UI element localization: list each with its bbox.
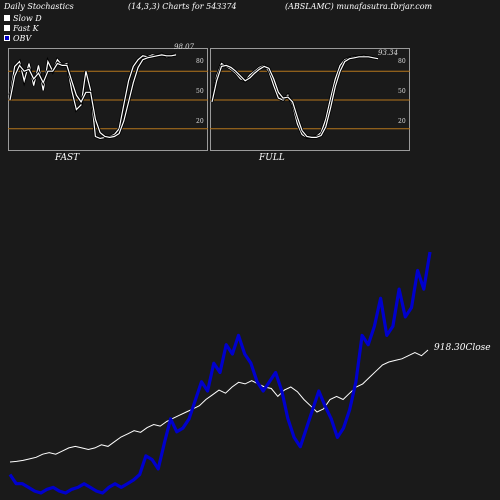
fast-series-line-slow-d <box>9 54 177 139</box>
full-level-20-label: 20 <box>398 118 406 125</box>
obv-line <box>8 251 432 495</box>
legend-item-obv: OBV <box>4 33 42 43</box>
full-last-value-label: 93.34 <box>378 49 399 57</box>
fast-level-80-label: 80 <box>196 58 204 65</box>
full-level-50-label: 50 <box>398 88 406 95</box>
legend-item-slow-d: Slow D <box>4 13 42 23</box>
legend-swatch-slow-d <box>4 15 10 21</box>
chart-header-mid: (14,3,3) Charts for 543374 <box>128 2 237 11</box>
chart-header-right: (ABSLAMC) munafasutra.tbrjar.com <box>285 2 433 11</box>
legend-label-obv: OBV <box>13 33 32 43</box>
fast-panel-title: FAST <box>55 153 80 163</box>
chart-header-left: Daily Stochastics <box>4 2 74 11</box>
legend-swatch-fast-k <box>4 25 10 31</box>
close-last-value-label: 918.30Close <box>434 343 491 353</box>
legend-swatch-obv <box>4 35 10 41</box>
legend-item-fast-k: Fast K <box>4 23 42 33</box>
fast-series-outline-0 <box>8 52 177 140</box>
legend: Slow D Fast K OBV <box>4 13 42 43</box>
fast-level-50-label: 50 <box>196 88 204 95</box>
full-series-outline-1 <box>210 55 379 139</box>
full-series-line-slow-d <box>211 55 379 138</box>
full-panel-title: FULL <box>259 153 285 163</box>
close-price-line <box>9 349 429 463</box>
full-series-line-fast-k <box>211 56 379 138</box>
full-series-outline-0 <box>210 54 379 139</box>
full-level-80-label: 80 <box>398 58 406 65</box>
fast-level-20-label: 20 <box>196 118 204 125</box>
legend-label-slow-d: Slow D <box>13 13 42 23</box>
fast-last-value-label: 98.07 <box>174 43 195 51</box>
legend-label-fast-k: Fast K <box>13 23 39 33</box>
